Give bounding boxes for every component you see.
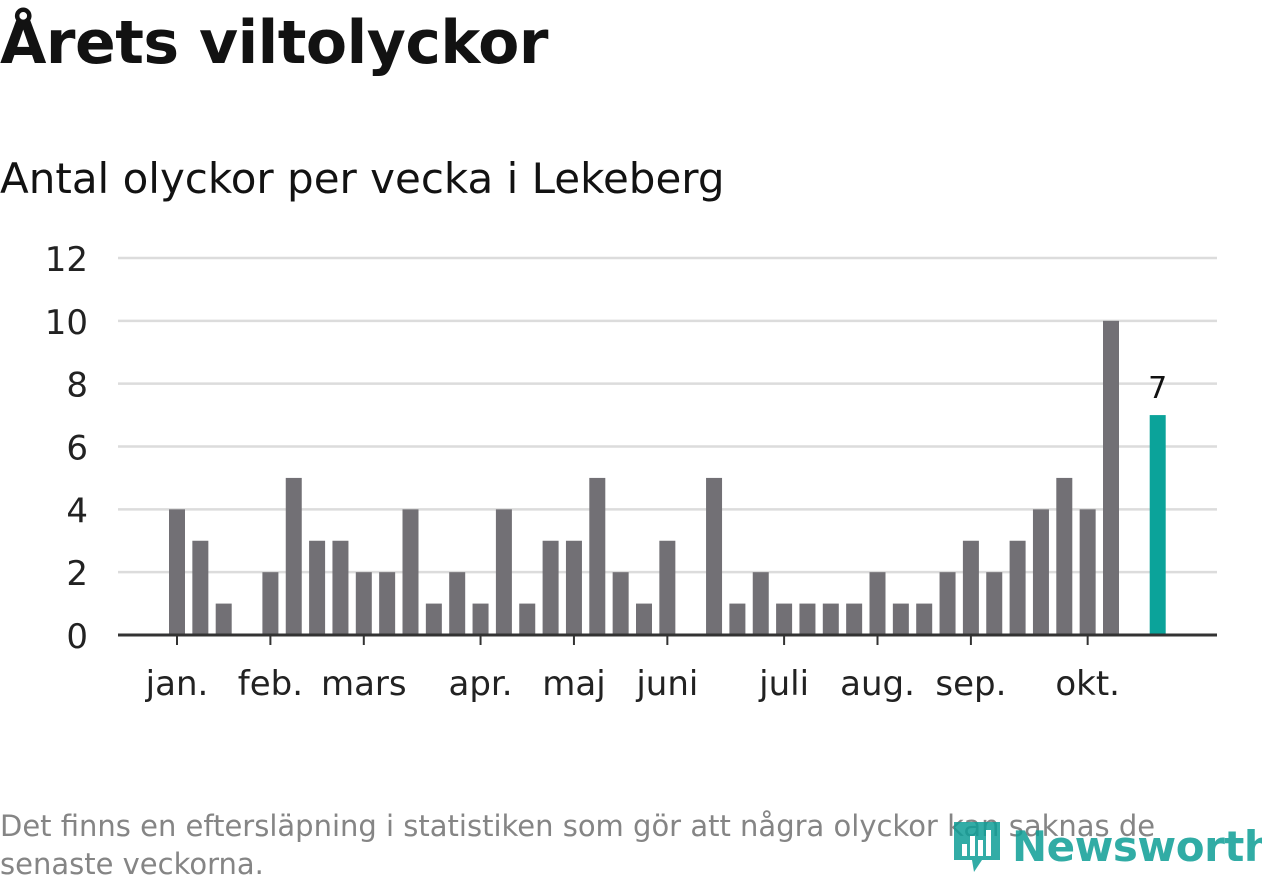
bar (612, 572, 629, 635)
x-tick-label: sep. (935, 664, 1006, 704)
x-tick-label: apr. (449, 664, 513, 704)
bar (449, 572, 466, 635)
bar (869, 572, 886, 635)
bar (589, 477, 606, 635)
bar-highlight (1149, 415, 1166, 635)
bar (986, 572, 1003, 635)
bar (916, 603, 933, 635)
bar (846, 603, 863, 635)
bar (169, 509, 185, 635)
bar (939, 572, 956, 635)
y-tick-label: 8 (66, 366, 88, 406)
bar (355, 572, 372, 635)
bar (285, 477, 302, 635)
y-tick-label: 0 (66, 617, 88, 657)
bar (776, 603, 793, 635)
bar (565, 540, 582, 635)
x-tick-label: aug. (840, 664, 915, 704)
bar (425, 603, 442, 635)
y-tick-label: 10 (45, 303, 88, 343)
x-tick-label: maj (542, 664, 605, 704)
brand-logo: Newsworthy (952, 816, 1262, 876)
bar (892, 603, 909, 635)
bar (1079, 509, 1096, 635)
bar (192, 540, 209, 635)
bar (636, 603, 652, 635)
x-tick-label: okt. (1055, 664, 1120, 704)
brand-name: Newsworthy (1012, 821, 1262, 871)
bar (379, 572, 396, 635)
bar (822, 603, 839, 635)
bar (729, 603, 746, 635)
bar (262, 572, 279, 635)
bar (215, 603, 232, 635)
x-tick-label: feb. (238, 664, 303, 704)
x-tick-label: juni (635, 664, 698, 704)
bar-chart: 0 2 4 6 8 10 12 7 jan. feb. mars apr. maj juni juli aug… (45, 240, 1217, 704)
bar (519, 603, 536, 635)
bar (472, 603, 489, 635)
y-tick-label: 6 (66, 429, 88, 469)
y-tick-label: 12 (45, 240, 88, 280)
bar (1032, 509, 1049, 635)
bar (332, 540, 349, 635)
chart-title: Årets viltolyckor (0, 8, 549, 78)
bar (706, 477, 723, 635)
bar (962, 540, 979, 635)
bar (402, 509, 419, 635)
x-tick-label: mars (321, 664, 407, 704)
bar (542, 540, 559, 635)
bar (309, 540, 326, 635)
data-label: 7 (1148, 371, 1167, 406)
bar (1056, 477, 1073, 635)
bar (495, 509, 512, 635)
bar (1009, 540, 1026, 635)
bar (752, 572, 769, 635)
y-tick-label: 4 (66, 491, 88, 531)
x-tick-label: jan. (145, 664, 209, 704)
x-tick-label: juli (758, 664, 809, 704)
bar (799, 603, 816, 635)
bar (659, 540, 676, 635)
chart-subtitle: Antal olyckor per vecka i Lekeberg (0, 154, 725, 203)
y-tick-label: 2 (66, 554, 88, 594)
bar (1103, 320, 1119, 635)
bar-chart-logo-icon (954, 822, 1000, 872)
